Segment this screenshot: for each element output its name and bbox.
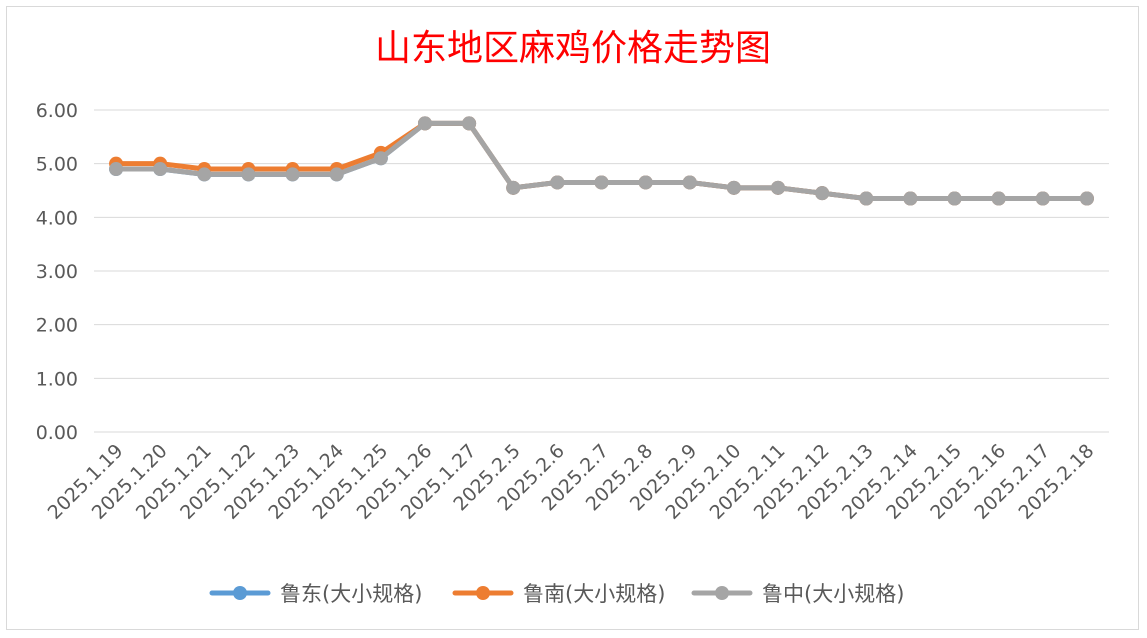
y-tick-label: 3.00 [36,261,78,283]
data-point [947,191,962,206]
series-2 [109,116,1094,206]
data-point [594,175,609,190]
legend-swatch-marker [476,586,490,600]
legend-swatch-marker [715,586,729,600]
legend-swatch-marker [233,586,247,600]
data-point [991,191,1006,206]
data-point [329,167,344,182]
data-point [462,116,477,131]
y-tick-label: 5.00 [36,154,78,176]
y-tick-label: 2.00 [36,315,78,337]
legend-item: 鲁中(大小规格) [691,582,904,606]
data-point [153,162,168,177]
data-point [859,191,874,206]
data-point [550,175,565,190]
legend-item: 鲁南(大小规格) [452,582,665,606]
series-lines [109,116,1094,206]
data-point [1079,191,1094,206]
data-point [726,180,741,195]
legend-label: 鲁东(大小规格) [280,582,422,606]
data-point [682,175,697,190]
legend-label: 鲁中(大小规格) [762,582,904,606]
gridlines [94,109,1109,433]
series-3 [109,116,1094,206]
data-point [638,175,653,190]
data-point [197,167,212,182]
data-point [506,180,521,195]
legend-label: 鲁南(大小规格) [523,582,665,606]
chart-title: 山东地区麻鸡价格走势图 [375,28,771,69]
y-tick-label: 0.00 [36,422,78,444]
y-tick-label: 6.00 [36,100,78,122]
data-point [815,186,830,201]
data-point [1035,191,1050,206]
y-tick-label: 1.00 [36,368,78,390]
legend: 鲁东(大小规格) 鲁南(大小规格) 鲁中(大小规格) [209,582,904,606]
legend-item: 鲁东(大小规格) [209,582,422,606]
y-tick-label: 4.00 [36,207,78,229]
series-1 [109,116,1094,206]
y-axis-ticks: 0.00 1.00 2.00 3.00 4.00 5.00 6.00 [36,100,78,444]
data-point [285,167,300,182]
data-point [903,191,918,206]
data-point [241,167,256,182]
data-point [373,151,388,166]
x-axis-ticks: 2025.1.192025.1.202025.1.212025.1.222025… [44,440,1099,524]
data-point [417,116,432,131]
data-point [109,162,124,177]
data-point [771,180,786,195]
